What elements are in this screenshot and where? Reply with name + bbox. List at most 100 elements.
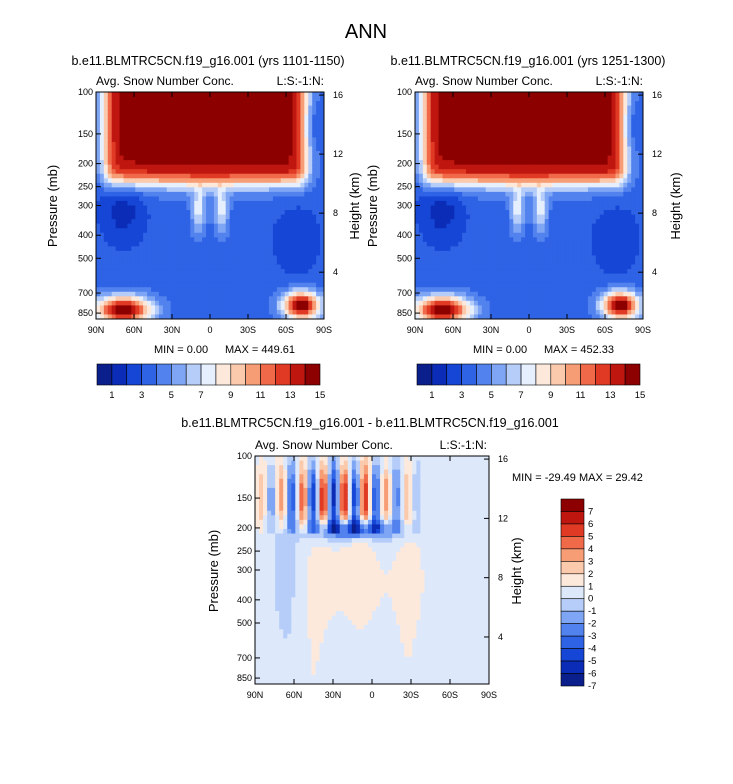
field-cell [525,291,530,297]
field-cell [288,246,294,252]
field-cell [497,92,503,98]
field-cell [308,228,313,234]
field-cell [525,287,530,293]
field-cell [147,255,152,261]
field-cell [509,137,514,143]
field-cell [568,169,573,175]
field-cell [103,160,109,166]
field-cell [253,132,258,138]
field-cell [272,137,278,143]
field-cell [284,191,290,198]
field-cell [280,264,286,270]
field-cell [225,169,231,175]
field-cell [221,105,227,111]
field-cell [139,110,144,116]
field-cell [147,173,152,179]
field-cell [497,300,503,306]
field-cell [513,219,518,225]
field-cell [143,241,148,247]
field-cell [111,219,117,225]
field-cell [454,160,459,166]
field-cell [237,128,243,134]
field-cell [556,182,562,188]
field-cell [548,128,554,134]
field-cell [99,314,105,319]
field-cell [194,287,199,293]
field-cell [139,196,144,202]
field-cell [415,205,420,211]
field-cell [131,187,136,193]
field-cell [300,132,305,138]
field-cell [529,214,534,220]
field-cell [536,187,542,193]
field-cell [107,200,113,207]
field-cell [552,178,558,184]
field-cell [119,132,125,138]
field-cell [292,128,298,134]
field-cell [544,300,550,306]
field-cell [253,291,258,297]
field-cell [493,314,499,319]
panel-1-colorbar: 1 3 5 7 9 11 13 15 [96,363,325,401]
field-cell [485,314,491,319]
field-cell [312,205,317,211]
field-cell [202,173,207,179]
field-cell [462,241,467,247]
field-cell [265,287,270,293]
field-cell [96,110,101,116]
field-cell [151,105,156,111]
field-cell [245,155,250,161]
y-tick-label: 850 [78,308,93,318]
field-cell [308,300,313,306]
field-cell [233,132,239,138]
field-cell [548,182,554,188]
field-cell [521,219,526,225]
field-cell [544,155,550,161]
field-cell [513,250,518,257]
field-cell [96,173,101,179]
field-cell [288,178,294,184]
field-cell [532,132,538,138]
field-cell [418,105,424,111]
field-cell [470,141,475,148]
field-cell [458,110,463,116]
field-cell [213,196,219,202]
field-cell [552,191,558,198]
field-cell [288,309,294,316]
field-cell [206,146,211,152]
field-cell [139,114,144,120]
field-cell [202,114,207,120]
field-cell [442,114,448,120]
field-cell [454,96,459,102]
field-cell [96,128,101,134]
field-cell [213,259,219,266]
field-cell [426,250,432,257]
field-cell [540,187,546,193]
field-cell [529,210,534,216]
field-cell [182,169,188,175]
field-cell [300,269,305,275]
field-cell [111,214,117,220]
field-cell [190,210,195,216]
field-cell [300,196,305,202]
field-cell [139,178,144,184]
field-cell [489,237,495,243]
field-cell [442,169,448,175]
field-cell [119,264,125,270]
field-cell [462,96,467,102]
field-cell [442,309,448,316]
field-cell [210,119,215,125]
field-cell [249,169,254,175]
field-cell [426,300,432,306]
field-cell [162,237,168,243]
field-cell [217,309,223,316]
field-cell [426,169,432,175]
field-cell [166,160,172,166]
field-cell [505,232,510,238]
field-cell [123,200,129,207]
field-cell [178,291,184,297]
field-cell [473,259,479,266]
field-cell [127,160,132,166]
field-cell [194,305,199,311]
field-cell [158,105,164,111]
